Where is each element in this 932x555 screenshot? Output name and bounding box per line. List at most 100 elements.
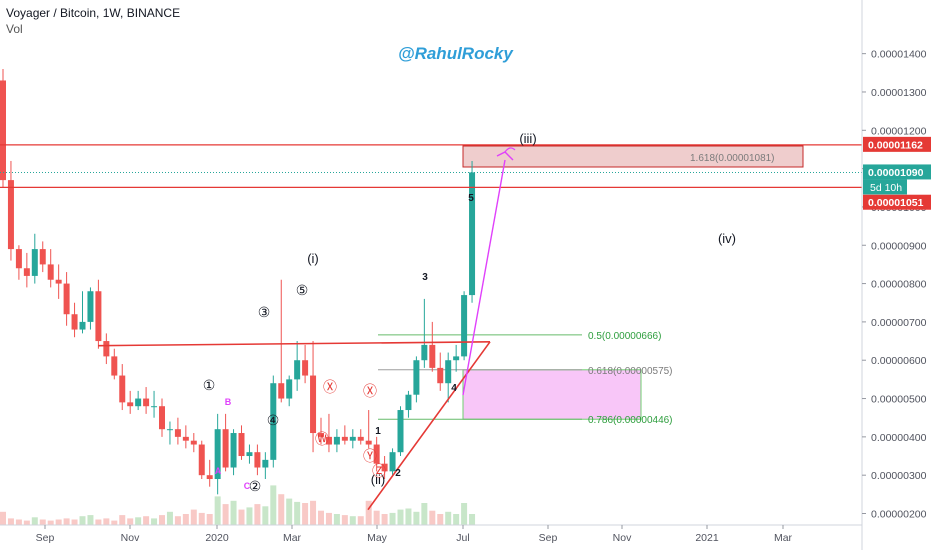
candle-body (71, 314, 78, 330)
volume-bar (63, 518, 70, 525)
fib-extension-label: 1.618(0.00001081) (690, 153, 775, 164)
candles (0, 68, 476, 495)
x-tick-label: Mar (774, 532, 793, 544)
volume-bar (270, 485, 277, 525)
candle-body (437, 367, 444, 384)
volume-label: Vol (6, 22, 23, 36)
volume-bar (174, 516, 181, 525)
volume-bar (310, 500, 317, 525)
chart-title: Voyager / Bitcoin, 1W, BINANCE (6, 6, 181, 20)
x-tick-label: 2020 (205, 532, 229, 544)
candle-body (270, 383, 277, 460)
target-zone-box (462, 145, 804, 168)
projection-curve (504, 147, 516, 153)
candle-body (39, 249, 46, 265)
volume-bar (103, 518, 110, 525)
volume-bar (381, 514, 388, 525)
volume-bar (143, 516, 150, 525)
candle-body (135, 398, 142, 407)
candle-body (254, 452, 261, 468)
candle-body (333, 436, 340, 445)
volume-bar (127, 518, 134, 525)
wave-label: 5 (468, 193, 474, 204)
volume-bar (31, 517, 38, 525)
x-tick-label: Sep (36, 532, 55, 544)
volume-bar (294, 501, 301, 525)
candle-body (341, 436, 348, 441)
volume-bar (357, 516, 364, 525)
volume-bar (15, 519, 22, 525)
wave-label: 4 (451, 383, 457, 394)
y-tick-label: 0.00000700 (871, 317, 927, 329)
candle-body (262, 459, 269, 468)
candle-body (79, 321, 86, 330)
volume-bars (0, 485, 476, 525)
price-tag-lower: 0.00001051 (868, 197, 924, 209)
candle-body (214, 429, 221, 480)
wave-label: A (215, 466, 222, 476)
volume-bar (159, 515, 165, 525)
y-tick-label: 0.00000200 (871, 509, 927, 521)
volume-bar (71, 519, 78, 525)
wave-label: ⑤ (296, 282, 309, 298)
candle-body (182, 436, 189, 441)
candle-body (111, 356, 118, 376)
wave-label: Ⓦ (315, 431, 329, 447)
y-tick-label: 0.00000800 (871, 279, 927, 291)
candle-body (286, 379, 293, 399)
volume-bar (469, 514, 476, 525)
volume-bar (79, 516, 86, 525)
volume-bar (397, 509, 404, 525)
volume-bar (238, 509, 245, 525)
candle-body (166, 429, 173, 431)
rising-trendline (367, 341, 491, 511)
candle-body (15, 249, 22, 269)
wave-labels: (iii) (iv) (i) (ii) 3 4 5 1 2 ① ② ③ ④ ⑤ A B C Ⓧ Ⓧ Ⓦ ⓎⓏ (203, 131, 736, 494)
candle-body (469, 172, 476, 296)
countdown-tag: 5d 10h (870, 182, 902, 194)
candle-body (302, 360, 309, 376)
candle-body (230, 433, 237, 468)
volume-bar (286, 498, 293, 525)
volume-bar (333, 514, 340, 525)
volume-bar (39, 519, 46, 525)
volume-bar (437, 514, 444, 525)
volume-bar (421, 503, 428, 525)
y-tick-label: 0.00000900 (871, 240, 927, 252)
candle-body (31, 249, 38, 276)
volume-bar (254, 504, 261, 525)
volume-bar (405, 508, 412, 525)
x-tick-label: Jul (456, 532, 469, 544)
wave-label: ④ (267, 412, 280, 428)
price-tag-current: 0.00001090 (868, 167, 924, 179)
volume-bar (214, 496, 221, 525)
candle-body (413, 360, 420, 395)
candle-body (238, 433, 245, 457)
x-tick-label: Nov (121, 532, 140, 544)
volume-bar (135, 517, 142, 525)
candle-body (143, 398, 150, 407)
volume-bar (198, 512, 205, 525)
wave-label: (i) (307, 251, 319, 266)
price-tag-lower-bg (863, 194, 931, 210)
candle-body (119, 375, 126, 403)
y-tick-label: 0.00000400 (871, 432, 927, 444)
wave-label: 3 (422, 272, 428, 283)
volume-bar (182, 514, 189, 525)
y-tick-label: 0.00001400 (871, 49, 927, 61)
wave-label: ③ (258, 304, 271, 320)
candle-body (349, 436, 356, 441)
volume-bar (47, 520, 54, 525)
fib-level-label: 0.786(0.00000446) (588, 415, 673, 426)
volume-bar (151, 518, 158, 525)
volume-bar (262, 506, 269, 525)
candle-body (0, 80, 6, 181)
fib-retracement-zone (462, 369, 642, 420)
candle-body (222, 429, 229, 468)
volume-bar (246, 507, 253, 525)
y-tick-label: 0.00001300 (871, 87, 927, 99)
candle-body (421, 344, 428, 361)
candle-body (174, 429, 181, 437)
volume-bar (206, 514, 213, 525)
wave-label: Ⓨ (363, 448, 377, 464)
